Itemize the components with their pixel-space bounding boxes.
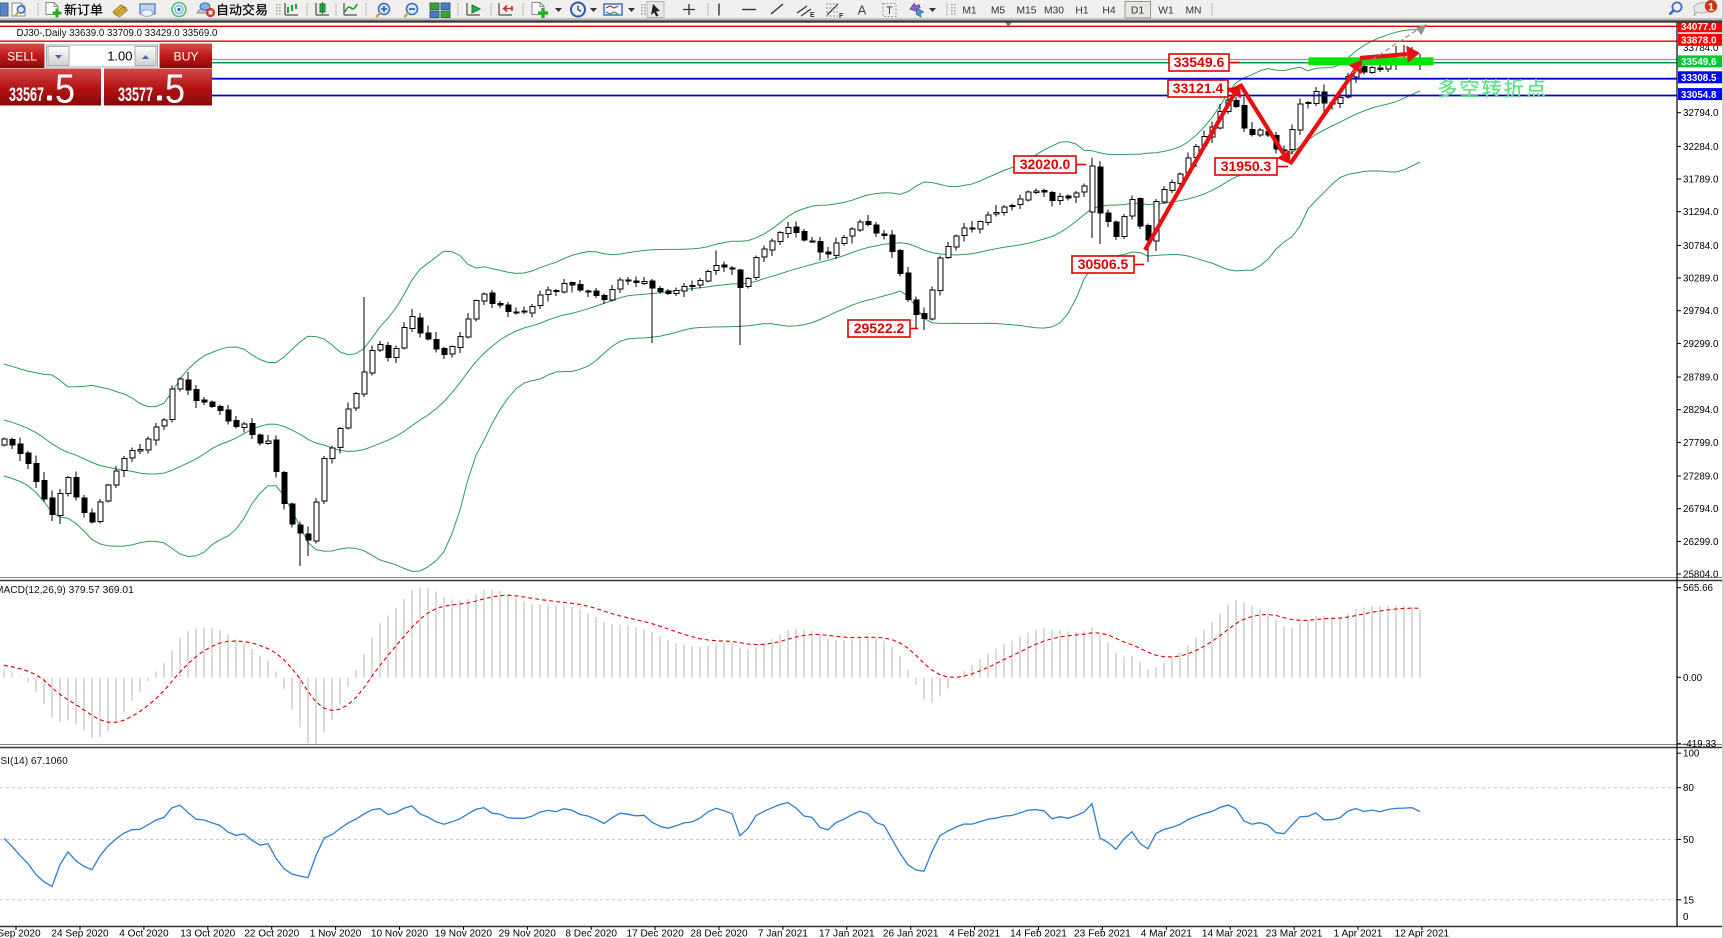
svg-text:8 Dec 2020: 8 Dec 2020 (565, 929, 617, 938)
svg-text:33784.0: 33784.0 (1683, 43, 1719, 54)
svg-text:32020.0: 32020.0 (1020, 156, 1071, 172)
svg-text:D1: D1 (1131, 6, 1144, 17)
svg-text:0.00: 0.00 (1683, 673, 1703, 684)
svg-text:H1: H1 (1075, 6, 1088, 17)
svg-text:50: 50 (1683, 835, 1694, 846)
svg-text:24 Sep 2020: 24 Sep 2020 (51, 929, 109, 938)
svg-text:22 Oct 2020: 22 Oct 2020 (244, 929, 299, 938)
svg-text:29794.0: 29794.0 (1683, 306, 1719, 317)
svg-text:MN: MN (1185, 6, 1201, 17)
svg-text:15: 15 (1683, 895, 1694, 906)
svg-text:5: 5 (165, 66, 185, 112)
svg-text:1 Apr 2021: 1 Apr 2021 (1334, 929, 1383, 938)
svg-text:E: E (810, 12, 815, 19)
svg-text:Sep 2020: Sep 2020 (0, 929, 41, 938)
svg-text:33577: 33577 (118, 84, 153, 106)
svg-text:F: F (839, 13, 844, 20)
svg-text:33549.6: 33549.6 (1174, 54, 1225, 70)
svg-text:14 Mar 2021: 14 Mar 2021 (1202, 929, 1259, 938)
svg-text:W1: W1 (1158, 6, 1174, 17)
svg-text:26299.0: 26299.0 (1683, 537, 1719, 548)
svg-text:80: 80 (1683, 783, 1694, 794)
svg-text:17 Dec 2020: 17 Dec 2020 (626, 929, 684, 938)
svg-text:M15: M15 (1016, 6, 1036, 17)
svg-text:28789.0: 28789.0 (1683, 373, 1719, 384)
svg-text:1.00: 1.00 (107, 49, 132, 64)
svg-text:1: 1 (1708, 1, 1714, 13)
svg-text:33878.0: 33878.0 (1681, 36, 1717, 47)
svg-text:RSI(14) 67.1060: RSI(14) 67.1060 (0, 756, 68, 767)
svg-text:565.66: 565.66 (1683, 583, 1714, 594)
svg-text:23 Mar 2021: 23 Mar 2021 (1266, 929, 1323, 938)
svg-text:23 Feb 2021: 23 Feb 2021 (1074, 929, 1131, 938)
svg-text:DJ30-,Daily 33639.0 33709.0 3: DJ30-,Daily 33639.0 33709.0 33429.0 3356… (17, 28, 219, 39)
svg-text:33549.6: 33549.6 (1681, 57, 1717, 68)
svg-text:33567: 33567 (9, 84, 44, 106)
svg-text:32794.0: 32794.0 (1683, 108, 1719, 119)
svg-text:34077.0: 34077.0 (1681, 22, 1717, 33)
svg-text:4 Mar 2021: 4 Mar 2021 (1141, 929, 1192, 938)
svg-text:26794.0: 26794.0 (1683, 504, 1719, 515)
svg-text:4 Oct 2020: 4 Oct 2020 (119, 929, 169, 938)
svg-text:A: A (858, 3, 867, 18)
svg-text:28294.0: 28294.0 (1683, 405, 1719, 416)
svg-text:31950.3: 31950.3 (1221, 158, 1272, 174)
svg-text:13 Oct 2020: 13 Oct 2020 (180, 929, 235, 938)
svg-text:17 Jan 2021: 17 Jan 2021 (819, 929, 875, 938)
svg-text:19 Nov 2020: 19 Nov 2020 (435, 929, 493, 938)
svg-text:29522.2: 29522.2 (854, 320, 905, 336)
svg-text:100: 100 (1683, 749, 1700, 760)
svg-text:31789.0: 31789.0 (1683, 175, 1719, 186)
svg-text:26 Jan 2021: 26 Jan 2021 (883, 929, 939, 938)
svg-text:12 Apr 2021: 12 Apr 2021 (1395, 929, 1450, 938)
svg-text:0: 0 (1683, 912, 1689, 923)
svg-text:SELL: SELL (7, 50, 37, 64)
svg-text:T: T (886, 5, 893, 17)
svg-text:33054.8: 33054.8 (1681, 90, 1717, 101)
svg-text:32284.0: 32284.0 (1683, 142, 1719, 153)
svg-text:M1: M1 (962, 6, 977, 17)
svg-text:5: 5 (55, 66, 75, 112)
svg-text:10 Nov 2020: 10 Nov 2020 (371, 929, 429, 938)
svg-text:14 Feb 2021: 14 Feb 2021 (1010, 929, 1067, 938)
svg-text:27289.0: 27289.0 (1683, 472, 1719, 483)
svg-text:29299.0: 29299.0 (1683, 339, 1719, 350)
svg-text:7 Jan 2021: 7 Jan 2021 (758, 929, 808, 938)
svg-text:4 Feb 2021: 4 Feb 2021 (949, 929, 1000, 938)
svg-text:1 Nov 2020: 1 Nov 2020 (310, 929, 362, 938)
svg-text:33121.4: 33121.4 (1173, 80, 1224, 96)
svg-text:25804.0: 25804.0 (1683, 570, 1719, 581)
svg-text:31294.0: 31294.0 (1683, 207, 1719, 218)
svg-text:28 Dec 2020: 28 Dec 2020 (690, 929, 748, 938)
svg-text:MACD(12,26,9) 379.57 369.01: MACD(12,26,9) 379.57 369.01 (0, 585, 134, 596)
svg-text:30784.0: 30784.0 (1683, 241, 1719, 252)
svg-text:H4: H4 (1102, 6, 1115, 17)
svg-text:30289.0: 30289.0 (1683, 274, 1719, 285)
svg-text:33308.5: 33308.5 (1681, 73, 1717, 84)
svg-text:BUY: BUY (173, 50, 198, 64)
svg-text:30506.5: 30506.5 (1078, 256, 1129, 272)
svg-text:27799.0: 27799.0 (1683, 438, 1719, 449)
svg-text:29 Nov 2020: 29 Nov 2020 (499, 929, 557, 938)
svg-text:M5: M5 (991, 6, 1006, 17)
svg-text:M30: M30 (1044, 6, 1064, 17)
svg-text:-419.33: -419.33 (1683, 739, 1717, 750)
